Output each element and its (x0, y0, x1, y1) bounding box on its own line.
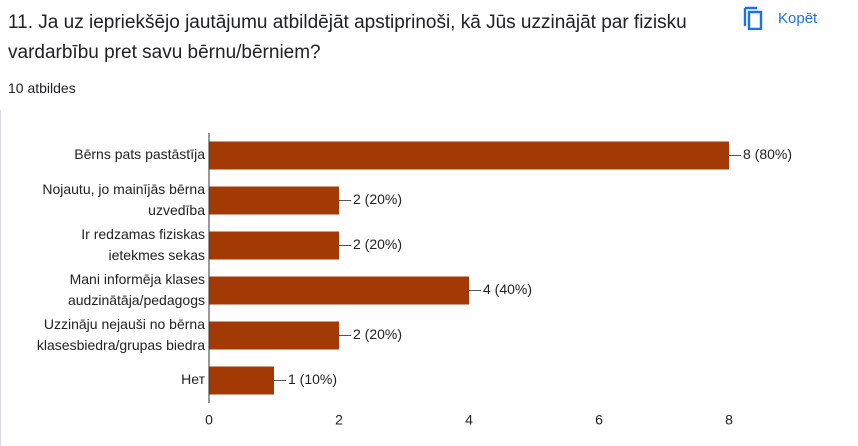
data-label: 4 (40%) (483, 281, 532, 297)
category-label: Нет (181, 371, 205, 387)
data-label: 2 (20%) (353, 326, 402, 342)
category-label: Mani informēja klases audzinātāja/pedagog… (68, 271, 205, 308)
bar (209, 186, 339, 215)
bar (209, 321, 339, 350)
x-tick-label: 8 (725, 412, 733, 428)
x-tick-label: 2 (335, 412, 343, 428)
x-tick-label: 0 (205, 412, 213, 428)
bar (209, 366, 274, 395)
copy-icon (743, 6, 763, 30)
category-label: Bērns pats pastāstīja (74, 146, 205, 162)
bar (209, 231, 339, 260)
data-label: 1 (10%) (288, 371, 337, 387)
bar (209, 276, 469, 305)
copy-label[interactable]: Kopēt (778, 9, 818, 27)
question-title: 11. Ja uz iepriekšējo jautājumu atbildēj… (8, 12, 687, 63)
category-label: Nojautu, jo mainījās bērna uzvedība (42, 181, 205, 218)
x-tick-label: 6 (595, 412, 603, 428)
copy-button[interactable]: Kopēt (742, 6, 817, 30)
category-label: Uzzināju nejauši no bērna klasesbiedra/gr… (37, 316, 205, 353)
bar (209, 141, 729, 170)
category-label: Ir redzamas fiziskas ietekmes sekas (81, 226, 205, 263)
response-count: 10 atbildes (8, 80, 76, 96)
data-label: 8 (80%) (743, 146, 792, 162)
x-tick-label: 4 (465, 412, 473, 428)
data-label: 2 (20%) (353, 236, 402, 252)
data-label: 2 (20%) (353, 191, 402, 207)
